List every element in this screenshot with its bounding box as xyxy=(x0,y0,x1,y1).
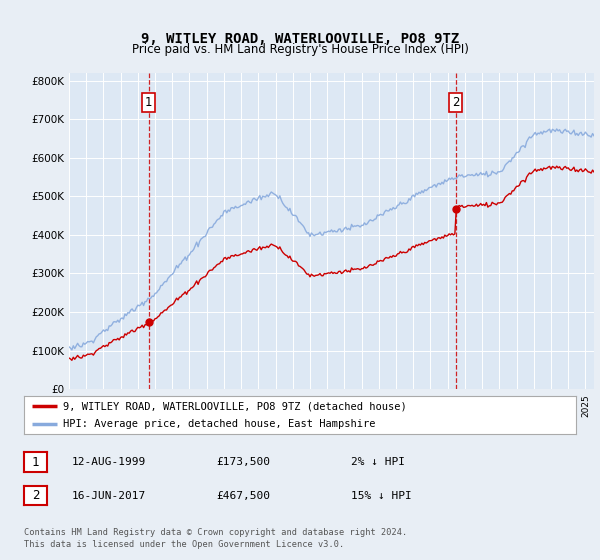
Text: 9, WITLEY ROAD, WATERLOOVILLE, PO8 9TZ: 9, WITLEY ROAD, WATERLOOVILLE, PO8 9TZ xyxy=(141,32,459,46)
Text: 16-JUN-2017: 16-JUN-2017 xyxy=(72,491,146,501)
Text: 2% ↓ HPI: 2% ↓ HPI xyxy=(351,457,405,467)
Text: 12-AUG-1999: 12-AUG-1999 xyxy=(72,457,146,467)
Text: 1: 1 xyxy=(32,455,39,469)
Text: HPI: Average price, detached house, East Hampshire: HPI: Average price, detached house, East… xyxy=(62,419,375,429)
Text: 2: 2 xyxy=(32,489,39,502)
Text: 1: 1 xyxy=(145,96,152,109)
Text: 15% ↓ HPI: 15% ↓ HPI xyxy=(351,491,412,501)
Text: Contains HM Land Registry data © Crown copyright and database right 2024.
This d: Contains HM Land Registry data © Crown c… xyxy=(24,528,407,549)
Text: 9, WITLEY ROAD, WATERLOOVILLE, PO8 9TZ (detached house): 9, WITLEY ROAD, WATERLOOVILLE, PO8 9TZ (… xyxy=(62,401,406,411)
Text: 2: 2 xyxy=(452,96,460,109)
Text: £467,500: £467,500 xyxy=(216,491,270,501)
Text: Price paid vs. HM Land Registry's House Price Index (HPI): Price paid vs. HM Land Registry's House … xyxy=(131,43,469,56)
Text: £173,500: £173,500 xyxy=(216,457,270,467)
